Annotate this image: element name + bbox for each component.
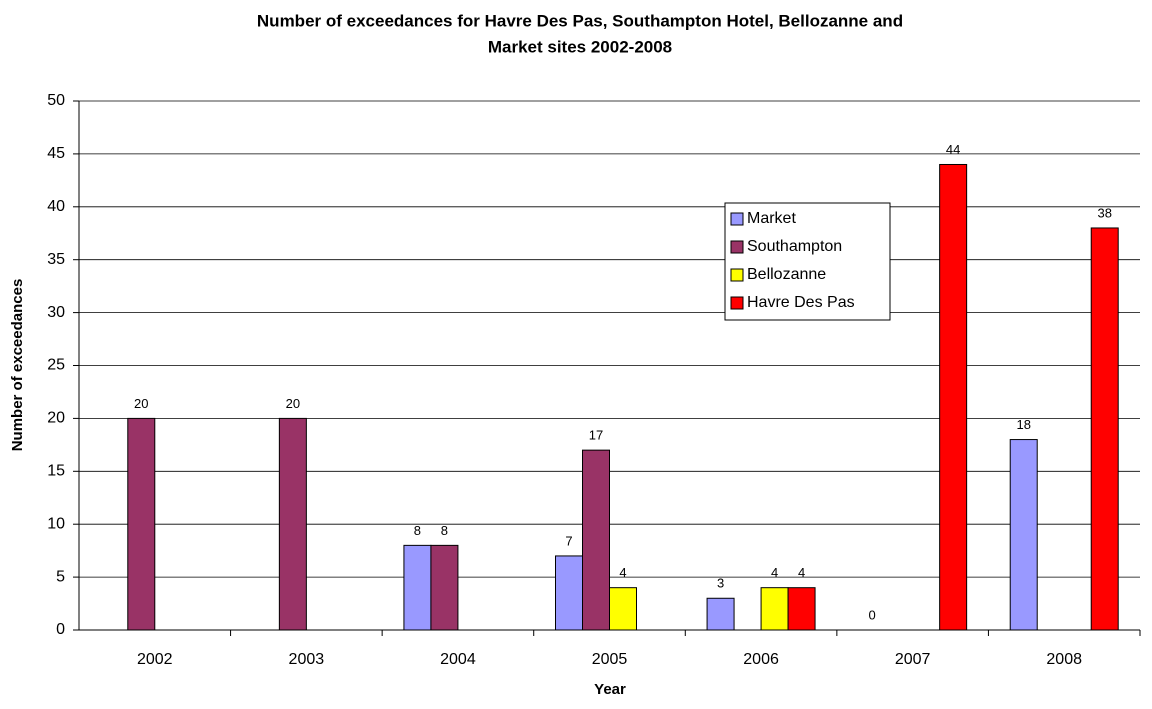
bar	[430, 544, 459, 631]
x-tick-label: 2008	[1046, 651, 1082, 668]
y-tick-label: 15	[47, 463, 65, 480]
bar	[555, 555, 583, 631]
data-label: 0	[869, 607, 876, 622]
x-tick-label: 2005	[592, 651, 628, 668]
bar	[787, 587, 816, 631]
data-label: 8	[441, 523, 448, 538]
y-tick-label: 45	[47, 145, 65, 162]
data-label: 8	[414, 523, 421, 538]
data-label: 3	[717, 576, 724, 591]
y-tick-label: 30	[47, 304, 65, 321]
bar	[706, 597, 735, 631]
x-tick-label: 2006	[743, 651, 779, 668]
y-tick-label: 10	[47, 515, 65, 532]
legend-swatch	[730, 296, 744, 310]
bar	[609, 587, 637, 631]
y-tick-label: 25	[47, 357, 65, 374]
legend-box	[724, 202, 891, 321]
data-label: 4	[619, 565, 626, 580]
legend-label: Southampton	[747, 238, 842, 255]
legend-label: Bellozanne	[747, 266, 826, 283]
y-tick-label: 50	[47, 92, 65, 109]
legend-label: Havre Des Pas	[747, 294, 855, 311]
data-label: 4	[771, 565, 778, 580]
y-tick-label: 5	[56, 568, 65, 585]
bar	[1090, 227, 1119, 631]
bar	[403, 544, 432, 631]
x-tick-label: 2004	[440, 651, 476, 668]
y-tick-label: 0	[56, 621, 65, 638]
data-label: 20	[286, 396, 300, 411]
chart-title: Market sites 2002-2008	[488, 37, 672, 56]
legend-swatch	[730, 212, 744, 226]
bar	[582, 449, 610, 631]
x-axis-label: Year	[594, 681, 626, 698]
x-tick-label: 2007	[895, 651, 931, 668]
bar	[760, 587, 789, 631]
data-label: 18	[1016, 417, 1030, 432]
legend-swatch	[730, 240, 744, 254]
chart-title: Number of exceedances for Havre Des Pas,…	[257, 11, 903, 30]
data-label: 20	[134, 396, 148, 411]
data-label: 38	[1097, 205, 1111, 220]
bar	[278, 417, 307, 631]
legend-label: Market	[747, 210, 796, 227]
y-axis-label: Number of exceedances	[9, 279, 26, 452]
data-label: 4	[798, 565, 805, 580]
bar	[939, 163, 968, 631]
legend-swatch	[730, 268, 744, 282]
bar	[127, 417, 156, 631]
bar	[1009, 439, 1038, 631]
data-label: 17	[589, 428, 603, 443]
y-tick-label: 35	[47, 251, 65, 268]
y-tick-label: 40	[47, 198, 65, 215]
data-label: 7	[565, 533, 572, 548]
data-label: 44	[946, 142, 960, 157]
x-tick-label: 2002	[137, 651, 173, 668]
y-tick-label: 20	[47, 410, 65, 427]
x-tick-label: 2003	[289, 651, 325, 668]
